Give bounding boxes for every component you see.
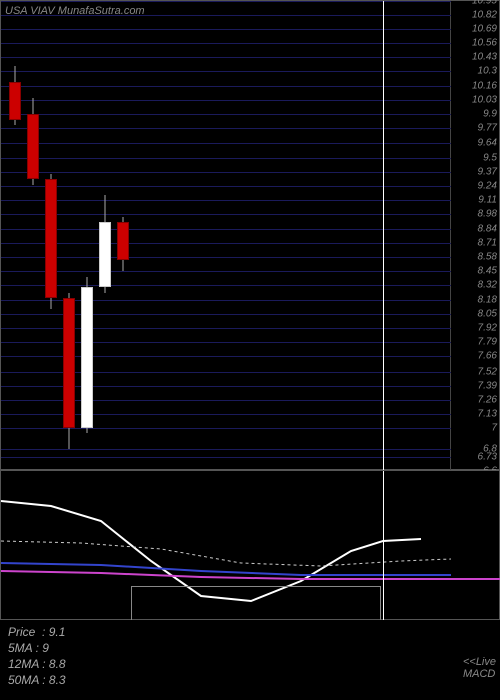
y-axis-tick-label: 7.52 — [478, 366, 497, 377]
y-axis-tick-label: 7.26 — [478, 394, 497, 405]
live-indicator-label: <<Live — [463, 656, 496, 668]
y-axis-tick-label: 10.3 — [478, 66, 497, 77]
y-axis-tick-label: 8.71 — [478, 238, 497, 249]
candle-body — [45, 179, 57, 298]
y-axis-tick-label: 10.16 — [472, 81, 497, 92]
y-axis-tick-label: 9.9 — [483, 109, 497, 120]
y-axis-tick-label: 9.37 — [478, 166, 497, 177]
y-axis-tick-label: 7.66 — [478, 351, 497, 362]
candle-body — [63, 298, 75, 428]
ma50-label: 50MA — [8, 673, 39, 687]
y-axis-tick-label: 10.56 — [472, 38, 497, 49]
price-label: Price — [8, 625, 35, 639]
y-axis-tick-label: 9.11 — [478, 194, 497, 205]
ma5-label: 5MA — [8, 641, 32, 655]
chart-title: USA VIAV MunafaSutra.com — [5, 5, 145, 17]
candle-body — [9, 82, 21, 120]
y-axis-tick-label: 7.13 — [478, 408, 497, 419]
ma12-value: 8.8 — [49, 657, 66, 671]
time-marker-line — [383, 1, 384, 471]
ma5-value: 9 — [42, 641, 49, 655]
ma50-row: 50MA : 8.3 — [8, 672, 492, 688]
price-value: 9.1 — [49, 625, 66, 639]
y-axis-tick-label: 8.18 — [478, 295, 497, 306]
candle-body — [99, 222, 111, 287]
y-axis-tick-label: 10.69 — [472, 24, 497, 35]
y-axis-tick-label: 7 — [491, 422, 497, 433]
y-axis-tick-label: 10.43 — [472, 52, 497, 63]
ma12-row: 12MA : 8.8 — [8, 656, 492, 672]
y-axis-tick-label: 10.82 — [472, 10, 497, 21]
ma50-value: 8.3 — [49, 673, 66, 687]
y-axis-tick-label: 7.79 — [478, 337, 497, 348]
y-axis-tick-label: 6.73 — [478, 451, 497, 462]
y-axis-tick-label: 9.77 — [478, 123, 497, 134]
info-panel: Price : 9.1 5MA : 9 12MA : 8.8 50MA : 8.… — [0, 620, 500, 700]
time-marker-line-lower — [383, 471, 384, 621]
y-axis-tick-label: 9.24 — [478, 180, 497, 191]
y-axis-tick-label: 7.92 — [478, 323, 497, 334]
ma-line-magenta — [1, 571, 500, 579]
candle-body — [117, 222, 129, 260]
price-chart-panel[interactable]: USA VIAV MunafaSutra.com 10.95 10.82 10.69… — [0, 0, 500, 470]
ma12-label: 12MA — [8, 657, 39, 671]
price-row: Price : 9.1 — [8, 624, 492, 640]
candle-body — [81, 287, 93, 427]
ma5-row: 5MA : 9 — [8, 640, 492, 656]
y-axis-tick-label: 8.58 — [478, 252, 497, 263]
y-axis-tick-label: 7.39 — [478, 380, 497, 391]
macd-indicator-label: MACD — [463, 668, 496, 680]
macd-label-group: <<Live MACD — [463, 656, 496, 680]
y-axis-tick-label: 8.84 — [478, 223, 497, 234]
y-axis-tick-label: 10.03 — [472, 95, 497, 106]
y-axis-tick-label: 10.95 — [472, 0, 497, 7]
y-axis-tick-label: 9.5 — [483, 152, 497, 163]
y-axis-tick-label: 8.45 — [478, 266, 497, 277]
y-axis-tick-label: 8.98 — [478, 208, 497, 219]
y-axis-tick-label: 9.64 — [478, 137, 497, 148]
candle-body — [27, 114, 39, 179]
indicator-panel[interactable] — [0, 470, 500, 620]
stock-chart-container: USA VIAV MunafaSutra.com 10.95 10.82 10.69… — [0, 0, 500, 700]
y-axis-tick-label: 8.05 — [478, 309, 497, 320]
y-axis-tick-label: 8.32 — [478, 280, 497, 291]
